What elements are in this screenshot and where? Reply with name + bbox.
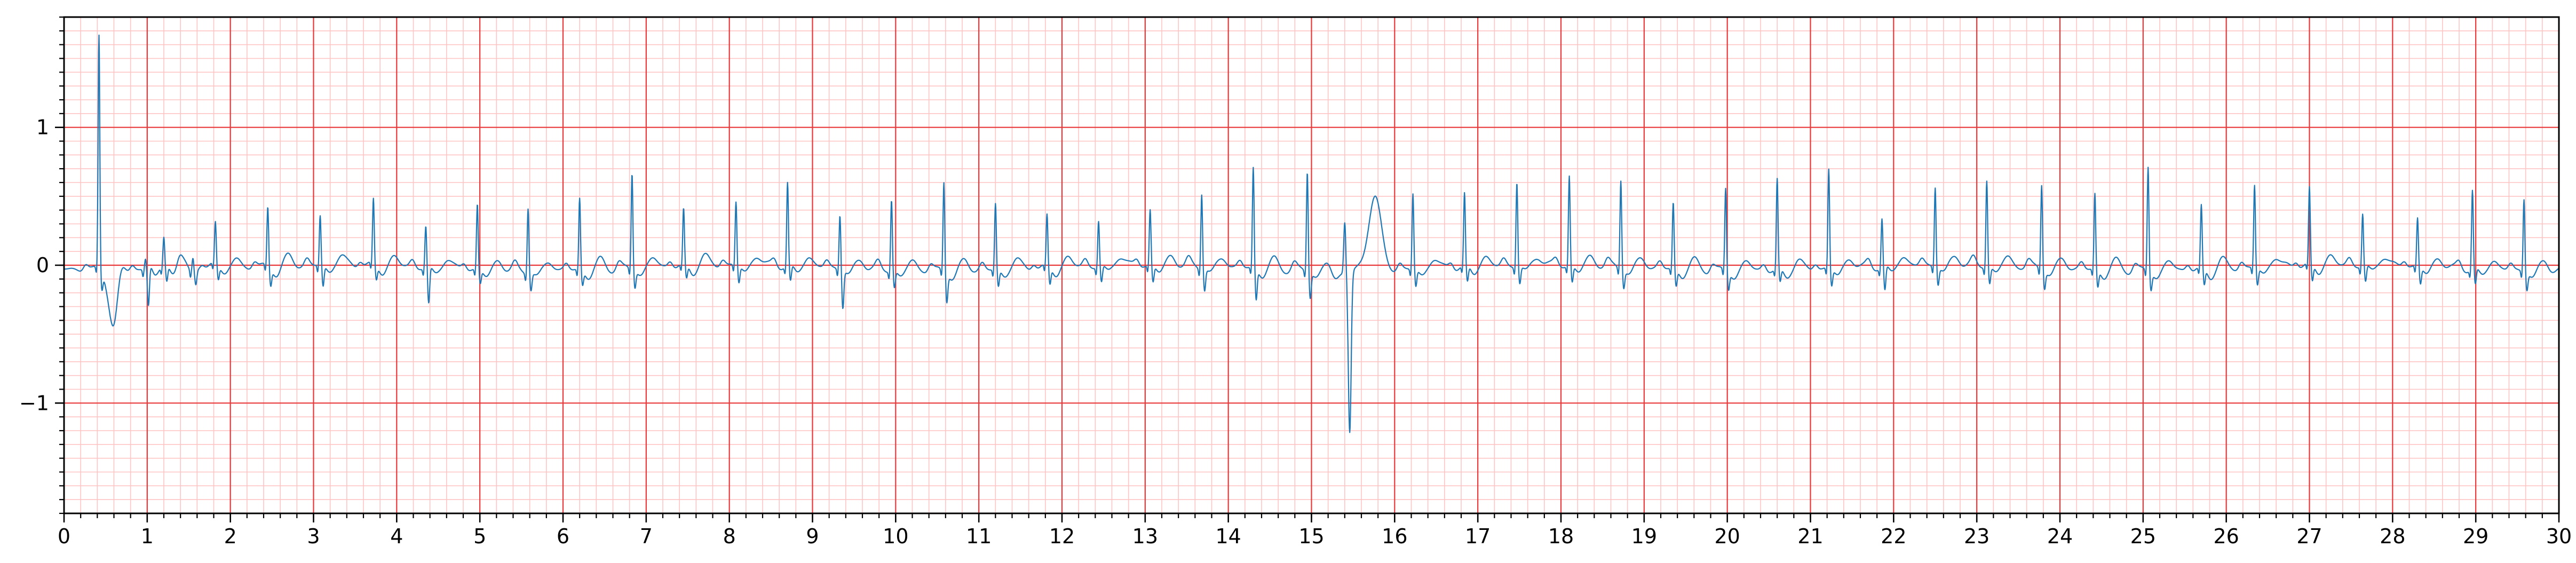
x-tick-label: 25 bbox=[2130, 525, 2156, 548]
ecg-trace-layer bbox=[64, 34, 2559, 433]
x-tick-label: 13 bbox=[1132, 525, 1158, 548]
x-tick-label: 30 bbox=[2546, 525, 2572, 548]
ecg-trace-line bbox=[64, 34, 2559, 433]
major-grid bbox=[63, 17, 2560, 513]
x-tick-label: 9 bbox=[806, 525, 819, 548]
x-tick-label: 8 bbox=[723, 525, 736, 548]
x-tick-label: 27 bbox=[2296, 525, 2322, 548]
x-tick-label: 5 bbox=[473, 525, 486, 548]
x-tick-label: 1 bbox=[141, 525, 154, 548]
y-axis-ticks bbox=[55, 16, 64, 514]
x-tick-label: 23 bbox=[1964, 525, 1990, 548]
x-tick-label: 21 bbox=[1797, 525, 1823, 548]
x-tick-label: 24 bbox=[2047, 525, 2073, 548]
x-tick-label: 29 bbox=[2463, 525, 2488, 548]
x-tick-label: 14 bbox=[1215, 525, 1241, 548]
y-tick-label: 1 bbox=[36, 116, 49, 139]
x-tick-label: 4 bbox=[390, 525, 403, 548]
x-tick-label: 7 bbox=[640, 525, 653, 548]
x-tick-label: 16 bbox=[1382, 525, 1407, 548]
x-tick-label: 22 bbox=[1881, 525, 1906, 548]
x-axis-labels: 0 1 2 3 4 5 6 7 8 9 10 11 12 13 14 15 16 17 18 19 20 21 22 23 24… bbox=[58, 525, 2572, 548]
x-tick-label: 12 bbox=[1049, 525, 1075, 548]
x-tick-label: 3 bbox=[307, 525, 320, 548]
x-tick-label: 11 bbox=[966, 525, 992, 548]
x-tick-label: 17 bbox=[1465, 525, 1491, 548]
x-tick-label: 18 bbox=[1548, 525, 1574, 548]
x-tick-label: 20 bbox=[1714, 525, 1740, 548]
x-tick-label: 28 bbox=[2380, 525, 2405, 548]
x-tick-label: 19 bbox=[1631, 525, 1657, 548]
x-tick-label: 6 bbox=[557, 525, 569, 548]
x-tick-label: 15 bbox=[1298, 525, 1324, 548]
x-tick-label: 26 bbox=[2213, 525, 2239, 548]
y-tick-label: −1 bbox=[19, 391, 49, 415]
x-tick-label: 2 bbox=[224, 525, 237, 548]
y-tick-label: 0 bbox=[36, 253, 49, 277]
x-axis-ticks bbox=[63, 513, 2560, 522]
x-tick-label: 0 bbox=[58, 525, 70, 548]
y-axis-labels: −1 0 1 bbox=[19, 116, 49, 415]
x-tick-label: 10 bbox=[883, 525, 908, 548]
